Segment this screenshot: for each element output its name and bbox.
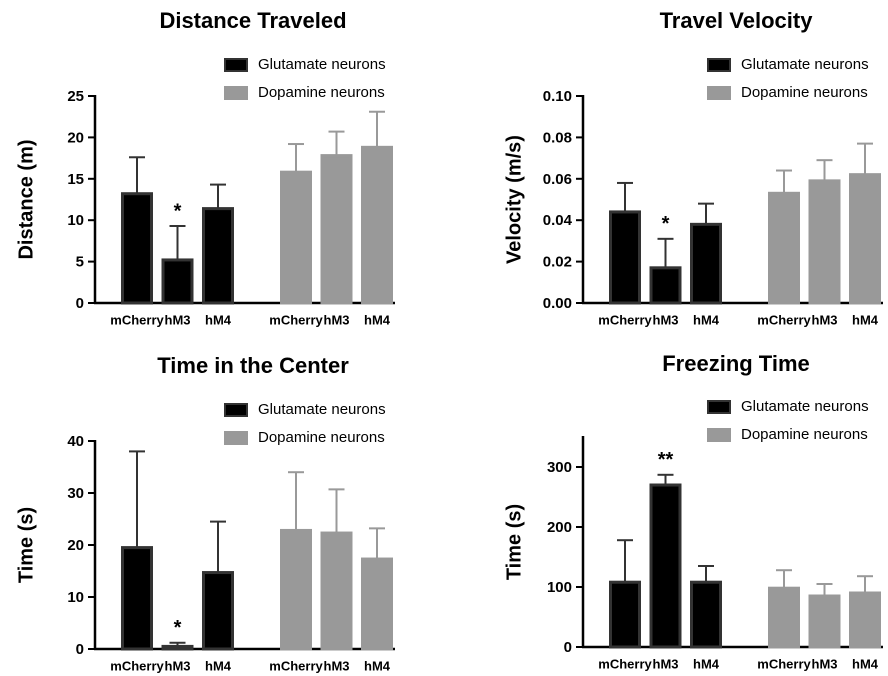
bar xyxy=(649,266,682,305)
legend-label: Glutamate neurons xyxy=(741,398,869,415)
x-tick-label: hM4 xyxy=(852,656,879,671)
y-tick-label: 10 xyxy=(67,589,84,606)
x-tick-label: mCherry xyxy=(757,656,811,671)
x-tick-label: hM4 xyxy=(364,312,391,327)
legend-label: Dopamine neurons xyxy=(258,429,385,446)
bar xyxy=(849,173,881,305)
x-tick-label: hM4 xyxy=(693,312,720,327)
y-axis-label: Time (s) xyxy=(503,504,525,580)
x-tick-label: hM4 xyxy=(364,658,391,673)
x-tick-label: hM4 xyxy=(693,656,720,671)
y-tick-label: 0.00 xyxy=(543,295,572,312)
bar xyxy=(280,170,312,305)
legend-label: Dopamine neurons xyxy=(741,426,868,443)
x-tick-label: mCherry xyxy=(269,312,323,327)
x-tick-label: hM3 xyxy=(324,658,350,673)
bar xyxy=(768,191,800,305)
y-tick-label: 200 xyxy=(547,519,572,536)
y-tick-label: 0.10 xyxy=(543,88,572,105)
x-tick-label: hM3 xyxy=(812,656,838,671)
bar xyxy=(849,591,881,649)
legend-swatch xyxy=(707,428,731,442)
x-tick-label: hM3 xyxy=(324,312,350,327)
x-tick-label: hM4 xyxy=(852,312,879,327)
y-tick-label: 25 xyxy=(67,88,84,105)
legend-label: Glutamate neurons xyxy=(258,401,386,418)
y-tick-label: 10 xyxy=(67,212,84,229)
bar xyxy=(121,546,153,651)
x-tick-label: hM4 xyxy=(205,658,232,673)
legend-label: Dopamine neurons xyxy=(741,84,868,101)
y-tick-label: 0.08 xyxy=(543,129,572,146)
legend-swatch xyxy=(224,58,248,72)
bar xyxy=(361,145,393,305)
legend-swatch xyxy=(707,86,731,100)
bar xyxy=(808,179,841,305)
bar xyxy=(609,210,641,305)
x-tick-label: hM3 xyxy=(165,312,191,327)
bar xyxy=(649,483,682,649)
x-tick-label: hM3 xyxy=(653,312,679,327)
bar xyxy=(808,594,841,649)
bar xyxy=(690,580,722,649)
bar xyxy=(202,207,234,305)
y-tick-label: 20 xyxy=(67,129,84,146)
legend-label: Glutamate neurons xyxy=(258,56,386,73)
legend-swatch xyxy=(224,403,248,417)
legend-swatch xyxy=(224,431,248,445)
legend-label: Dopamine neurons xyxy=(258,84,385,101)
x-tick-label: mCherry xyxy=(757,312,811,327)
y-tick-label: 0 xyxy=(564,639,572,656)
legend-swatch xyxy=(707,400,731,414)
significance-marker: * xyxy=(174,617,182,639)
chart-title: Time in the Center xyxy=(157,353,349,378)
legend-swatch xyxy=(224,86,248,100)
y-tick-label: 40 xyxy=(67,433,84,450)
y-tick-label: 5 xyxy=(76,254,84,271)
bar xyxy=(690,222,722,305)
chart-title: Freezing Time xyxy=(662,351,810,376)
bar xyxy=(280,528,312,651)
x-tick-label: mCherry xyxy=(598,656,652,671)
x-tick-label: mCherry xyxy=(110,312,164,327)
x-tick-label: hM4 xyxy=(205,312,232,327)
y-tick-label: 30 xyxy=(67,485,84,502)
chart-title: Distance Traveled xyxy=(159,8,346,33)
y-axis-label: Velocity (m/s) xyxy=(503,135,525,264)
bar xyxy=(768,586,800,649)
y-tick-label: 0.02 xyxy=(543,254,572,271)
y-tick-label: 0.06 xyxy=(543,171,572,188)
x-tick-label: mCherry xyxy=(598,312,652,327)
y-tick-label: 300 xyxy=(547,459,572,476)
y-tick-label: 15 xyxy=(67,171,84,188)
bar xyxy=(320,154,353,305)
x-tick-label: mCherry xyxy=(110,658,164,673)
bar xyxy=(202,571,234,651)
bar xyxy=(609,580,641,649)
x-tick-label: hM3 xyxy=(165,658,191,673)
legend-label: Glutamate neurons xyxy=(741,56,869,73)
bar xyxy=(161,258,194,305)
y-axis-label: Time (s) xyxy=(15,507,37,583)
chart-title: Travel Velocity xyxy=(660,8,814,33)
bar xyxy=(161,644,194,651)
x-tick-label: mCherry xyxy=(269,658,323,673)
y-tick-label: 0.04 xyxy=(543,212,573,229)
x-tick-label: hM3 xyxy=(653,656,679,671)
bar xyxy=(320,531,353,651)
y-axis-label: Distance (m) xyxy=(15,139,37,259)
y-tick-label: 0 xyxy=(76,641,84,658)
bar xyxy=(361,557,393,651)
y-tick-label: 20 xyxy=(67,537,84,554)
significance-marker: ** xyxy=(658,449,674,471)
x-tick-label: hM3 xyxy=(812,312,838,327)
significance-marker: * xyxy=(174,200,182,222)
y-tick-label: 100 xyxy=(547,579,572,596)
significance-marker: * xyxy=(662,213,670,235)
legend-swatch xyxy=(707,58,731,72)
bar xyxy=(121,192,153,305)
y-tick-label: 0 xyxy=(76,295,84,312)
